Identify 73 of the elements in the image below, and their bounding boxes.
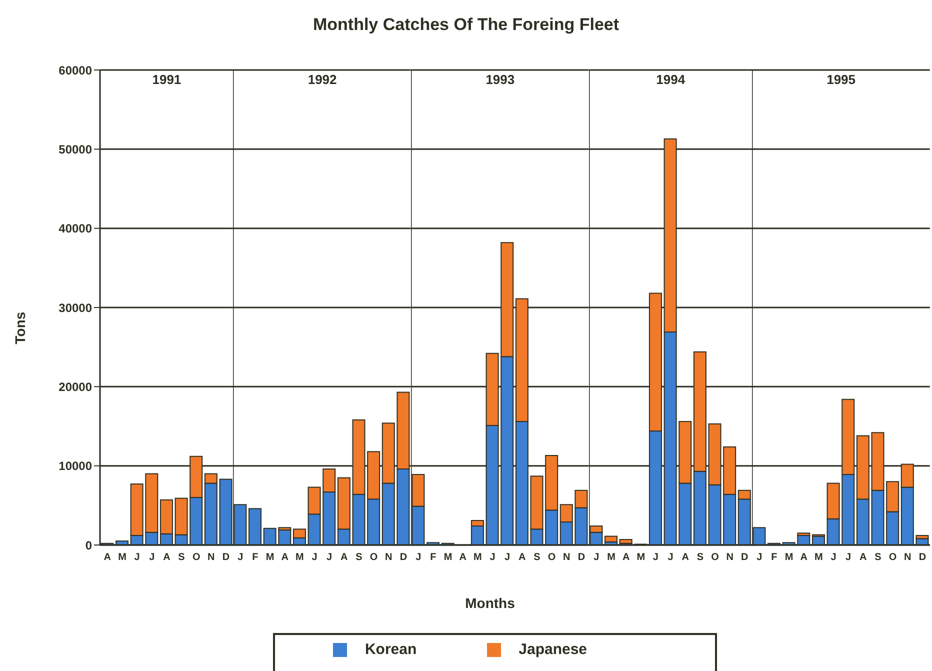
- x-tick-label: D: [222, 552, 230, 564]
- x-tick-label: D: [578, 552, 586, 564]
- x-tick-label: J: [312, 552, 318, 564]
- x-tick-label: J: [416, 552, 422, 564]
- chart-title: Monthly Catches Of The Foreing Fleet: [312, 15, 620, 35]
- x-tick-label: N: [208, 552, 215, 564]
- x-tick-label: S: [178, 552, 186, 564]
- x-tick-label: N: [385, 552, 393, 564]
- y-tick-label: 40000: [58, 222, 92, 236]
- legend-label: Korean: [364, 641, 417, 658]
- x-tick-label: N: [904, 552, 912, 564]
- chart-subtitle: 1995: [826, 72, 857, 87]
- x-tick-label: A: [163, 552, 170, 564]
- x-axis-title: Months: [464, 595, 516, 611]
- y-tick-label: 60000: [58, 63, 92, 78]
- x-tick-label: M: [296, 552, 304, 564]
- x-tick-label: F: [252, 552, 259, 564]
- x-tick-label: A: [460, 552, 467, 564]
- x-tick-label: A: [860, 552, 867, 564]
- y-tick-label: 0: [85, 538, 92, 552]
- chart-subtitle: 1993: [484, 72, 516, 87]
- x-tick-label: J: [668, 552, 674, 564]
- y-tick-label: 20000: [58, 380, 92, 394]
- x-tick-label: N: [726, 552, 734, 564]
- x-tick-label: N: [563, 552, 570, 564]
- y-axis-title: Tons: [12, 310, 28, 346]
- x-tick-label: J: [846, 552, 852, 564]
- x-tick-label: F: [430, 552, 437, 564]
- x-tick-label: J: [830, 552, 836, 564]
- x-tick-label: A: [682, 552, 690, 564]
- x-tick-label: D: [918, 552, 926, 564]
- x-tick-label: D: [741, 552, 748, 564]
- x-tick-label: M: [118, 552, 126, 564]
- x-tick-label: A: [800, 552, 808, 564]
- x-tick-label: S: [696, 552, 704, 564]
- legend-label: Japanese: [518, 641, 588, 658]
- x-tick-label: A: [340, 552, 348, 564]
- y-tick-label: 30000: [58, 300, 92, 315]
- x-tick-label: M: [266, 552, 275, 564]
- x-tick-label: J: [149, 552, 155, 564]
- x-tick-label: S: [534, 552, 541, 564]
- x-tick-label: J: [594, 552, 600, 564]
- x-tick-label: O: [548, 552, 556, 564]
- x-tick-label: S: [356, 552, 364, 564]
- x-tick-label: M: [607, 552, 616, 564]
- x-tick-label: S: [874, 552, 882, 564]
- x-tick-label: A: [282, 552, 289, 564]
- x-tick-label: J: [134, 552, 140, 564]
- x-tick-label: M: [785, 552, 794, 564]
- x-tick-label: J: [326, 552, 333, 564]
- x-tick-label: J: [490, 552, 496, 564]
- chart-subtitle: 1994: [655, 72, 686, 87]
- x-tick-label: A: [518, 552, 526, 564]
- y-tick-label: 50000: [58, 142, 92, 156]
- y-tick-label: 10000: [58, 459, 92, 474]
- x-tick-label: A: [622, 552, 630, 564]
- x-tick-label: M: [636, 552, 646, 564]
- x-tick-label: J: [504, 552, 510, 564]
- x-tick-label: J: [653, 552, 659, 564]
- x-tick-label: J: [756, 552, 762, 564]
- x-tick-label: J: [238, 552, 244, 564]
- x-tick-label: F: [771, 552, 778, 564]
- x-tick-label: D: [400, 552, 408, 564]
- x-tick-label: M: [444, 552, 452, 564]
- x-tick-label: A: [104, 552, 112, 564]
- x-tick-label: O: [889, 552, 898, 564]
- x-tick-label: O: [711, 552, 720, 564]
- x-tick-label: O: [192, 552, 200, 564]
- x-tick-label: O: [370, 552, 378, 564]
- chart-subtitle: 1991: [151, 72, 182, 87]
- x-tick-label: M: [814, 552, 823, 564]
- chart-subtitle: 1992: [306, 72, 338, 87]
- x-tick-label: M: [474, 552, 482, 564]
